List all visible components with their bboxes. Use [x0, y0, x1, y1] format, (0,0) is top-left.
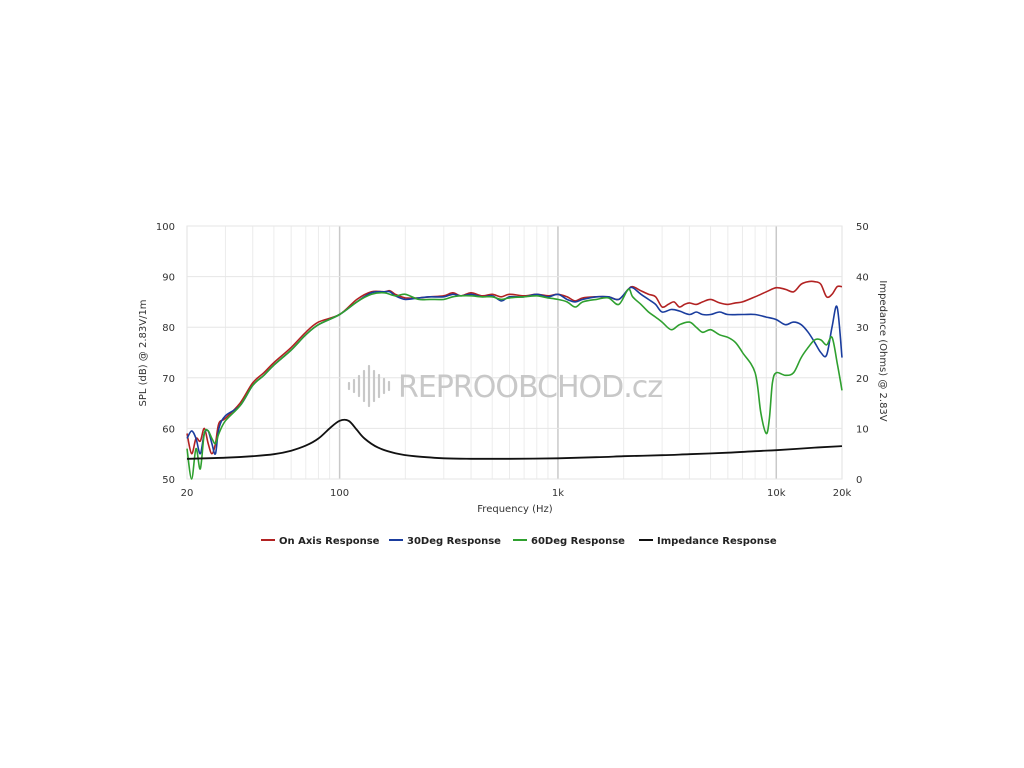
series-line-impedance-response — [186, 418, 843, 460]
grid — [186, 225, 843, 480]
legend: On Axis Response 30Deg Response 60Deg Resp… — [261, 536, 777, 547]
y2-tick-label: 50 — [856, 222, 869, 233]
series-line-60deg-response — [186, 288, 843, 480]
x-tick-label: 20k — [833, 488, 852, 499]
x-tick-label: 100 — [330, 488, 349, 499]
x-tick-label: 20 — [181, 488, 194, 499]
y-tick-label: 90 — [162, 273, 175, 284]
legend-label: On Axis Response — [279, 536, 380, 547]
legend-label: 60Deg Response — [531, 536, 625, 547]
y-tick-label: 60 — [162, 424, 175, 435]
y-tick-label: 50 — [162, 475, 175, 486]
y-tick-label: 70 — [162, 374, 175, 385]
x-axis-label: Frequency (Hz) — [477, 504, 553, 515]
legend-item-60deg-response[interactable]: 60Deg Response — [513, 536, 625, 547]
y2-tick-label: 0 — [856, 475, 862, 486]
y-axis-label: SPL (dB) @ 2.83V/1m — [138, 299, 149, 406]
y2-tick-label: 10 — [856, 424, 869, 435]
legend-item-on-axis-response[interactable]: On Axis Response — [261, 536, 380, 547]
y2-tick-label: 20 — [856, 374, 869, 385]
y-tick-label: 100 — [156, 222, 175, 233]
series-lines — [186, 280, 843, 480]
x-tick-label: 10k — [767, 488, 786, 499]
x-tick-label: 1k — [552, 488, 564, 499]
legend-item-impedance-response[interactable]: Impedance Response — [639, 536, 777, 547]
legend-item-30deg-response[interactable]: 30Deg Response — [389, 536, 501, 547]
watermark-text: REPROOBCHOD.cz — [398, 370, 662, 405]
y2-axis-label: Impedance (Ohms) @ 2.83V — [877, 280, 888, 421]
legend-label: Impedance Response — [657, 536, 777, 547]
plot-area — [186, 225, 843, 480]
y-tick-label: 80 — [162, 323, 175, 334]
legend-label: 30Deg Response — [407, 536, 501, 547]
watermark-wave-icon — [347, 364, 391, 408]
axes: 20 100 1k 10k 20k 50 60 70 80 90 100 0 10 20 30 40 50 — [156, 222, 869, 499]
y2-tick-label: 40 — [856, 273, 869, 284]
y2-tick-label: 30 — [856, 323, 869, 334]
